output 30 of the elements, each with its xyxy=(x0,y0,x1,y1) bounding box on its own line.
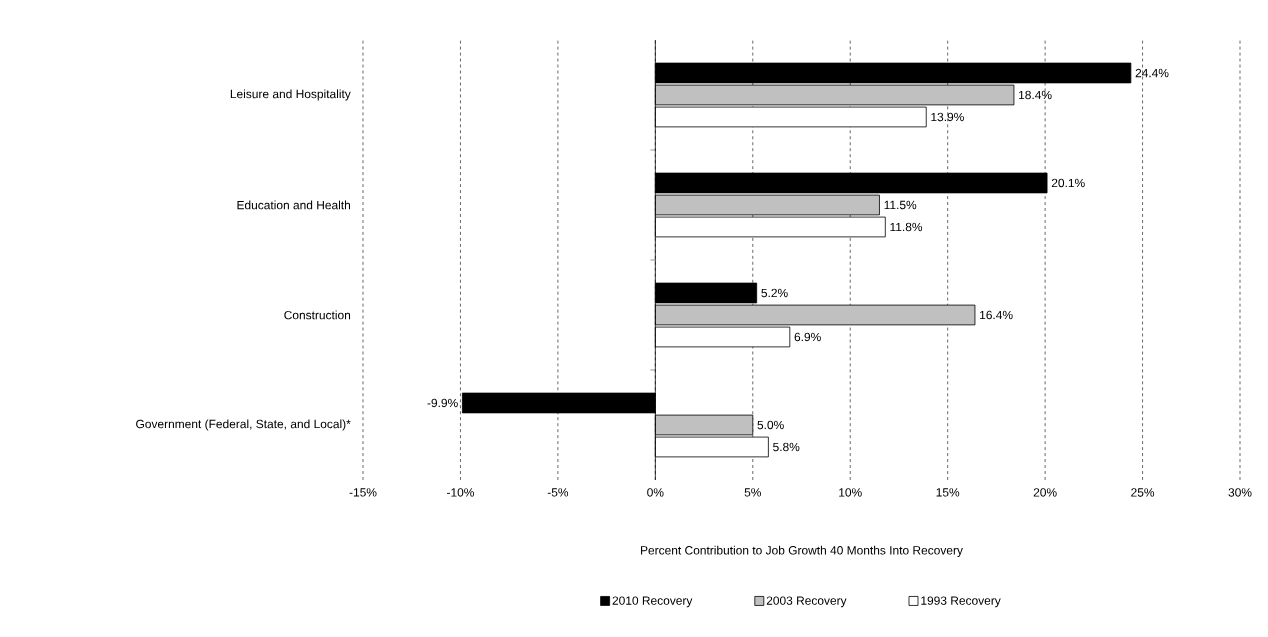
x-tick-label: 15% xyxy=(936,488,960,497)
data-label: 5.8% xyxy=(773,442,800,452)
x-tick-label: -10% xyxy=(447,488,474,497)
x-tick-label: -15% xyxy=(349,488,377,497)
x-axis-title: Percent Contribution to Job Growth 40 Months Into Recovery xyxy=(641,545,963,557)
data-label: 24.4% xyxy=(1135,68,1169,78)
legend-label: 1993 Recovery xyxy=(921,596,1001,608)
data-label: 11.5% xyxy=(884,200,917,210)
x-tick-label: 5% xyxy=(744,488,761,497)
data-label: 18.4% xyxy=(1019,90,1052,100)
x-tick-label: -5% xyxy=(547,488,569,497)
y-tick-label: Education and Health xyxy=(237,200,351,210)
legend-label: 2003 Recovery xyxy=(766,596,847,608)
data-label: 11.8% xyxy=(890,222,923,232)
data-label: 13.9% xyxy=(931,112,964,122)
data-label: 5.2% xyxy=(761,288,788,298)
data-label: 20.1% xyxy=(1051,178,1085,188)
x-tick-label: 0% xyxy=(647,488,664,497)
data-label: -9.9% xyxy=(427,398,458,408)
data-label: 6.9% xyxy=(794,332,821,342)
x-tick-label: 30% xyxy=(1228,488,1252,497)
x-tick-label: 20% xyxy=(1033,488,1057,497)
y-tick-label: Construction xyxy=(284,310,351,320)
y-tick-label: Leisure and Hospitality xyxy=(230,89,351,101)
legend-label: 2010 Recovery xyxy=(612,596,693,608)
data-label: 5.0% xyxy=(757,420,784,430)
data-label: 16.4% xyxy=(980,310,1013,320)
y-tick-label: Government (Federal, State, and Local)* xyxy=(136,419,351,431)
x-tick-label: 10% xyxy=(839,488,862,497)
x-tick-label: 25% xyxy=(1131,488,1155,497)
